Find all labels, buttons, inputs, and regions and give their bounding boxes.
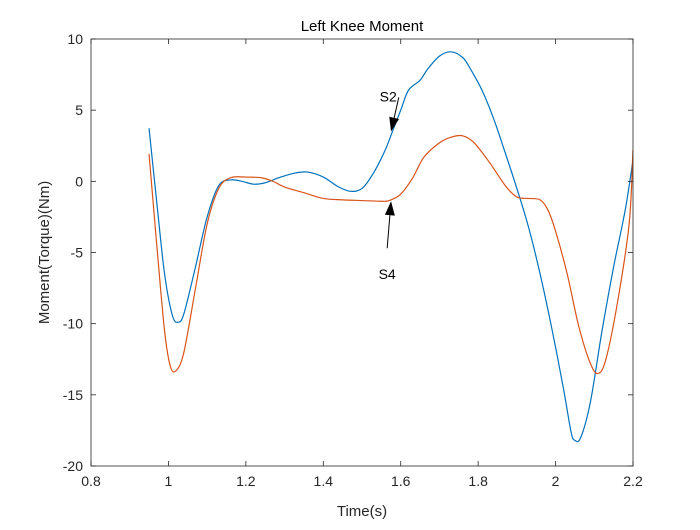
y-ticks: -20 -15 -10 -5 0 5 10: [63, 31, 633, 474]
x-tick-label: 2: [552, 473, 560, 489]
annotation-label: S2: [380, 89, 397, 105]
y-tick-label: 5: [75, 102, 83, 118]
y-tick-label: 10: [67, 31, 83, 47]
annotation-arrow-shaft: [386, 215, 391, 249]
y-tick-label: -15: [63, 387, 83, 403]
y-tick-label: -5: [71, 245, 84, 261]
y-tick-label: -20: [63, 458, 83, 474]
x-tick-label: 1.8: [468, 473, 488, 489]
x-ticks: 0.8 1 1.2 1.4 1.6 1.8 2 2.2: [81, 39, 643, 489]
annotation-arrow-head: [389, 116, 400, 132]
x-tick-label: 2.2: [623, 473, 643, 489]
y-tick-label: 0: [75, 173, 83, 189]
chart-title: Left Knee Moment: [301, 18, 424, 35]
x-tick-label: 0.8: [81, 473, 101, 489]
annotation-label: S4: [379, 266, 396, 282]
x-tick-label: 1.4: [314, 473, 334, 489]
series-line-2: [148, 134, 633, 375]
series-line-1: [148, 51, 633, 443]
x-tick-label: 1: [165, 473, 173, 489]
y-tick-label: -10: [63, 316, 83, 332]
x-axis-label: Time(s): [337, 503, 387, 520]
annotation-arrow-head: [384, 201, 395, 216]
series-layer: [148, 51, 633, 443]
annotation-arrow-shaft: [393, 97, 400, 118]
x-tick-label: 1.2: [236, 473, 256, 489]
plot-area: [91, 39, 633, 466]
y-axis-label: Moment(Torque)(Nm): [36, 181, 53, 324]
annotation-layer: S2 S4: [379, 89, 400, 282]
x-tick-label: 1.6: [391, 473, 411, 489]
